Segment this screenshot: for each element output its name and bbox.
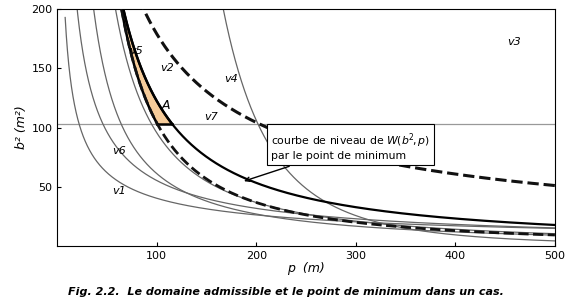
Text: A: A bbox=[162, 98, 170, 112]
Text: v6: v6 bbox=[112, 146, 126, 156]
X-axis label: p  (m): p (m) bbox=[287, 262, 325, 275]
Text: Fig. 2.2.  Le domaine admissible et le point de minimum dans un cas.: Fig. 2.2. Le domaine admissible et le po… bbox=[68, 287, 504, 297]
Text: v3: v3 bbox=[507, 37, 521, 46]
Text: v5: v5 bbox=[129, 46, 142, 56]
Y-axis label: b² (m²): b² (m²) bbox=[15, 106, 29, 149]
Polygon shape bbox=[121, 9, 172, 124]
Text: v1: v1 bbox=[112, 186, 126, 196]
Text: v2: v2 bbox=[160, 63, 173, 73]
Text: v4: v4 bbox=[224, 74, 238, 85]
Text: courbe de niveau de $W(b^2\!,p)$
par le point de minimum: courbe de niveau de $W(b^2\!,p)$ par le … bbox=[245, 131, 430, 182]
Text: v7: v7 bbox=[205, 112, 219, 122]
